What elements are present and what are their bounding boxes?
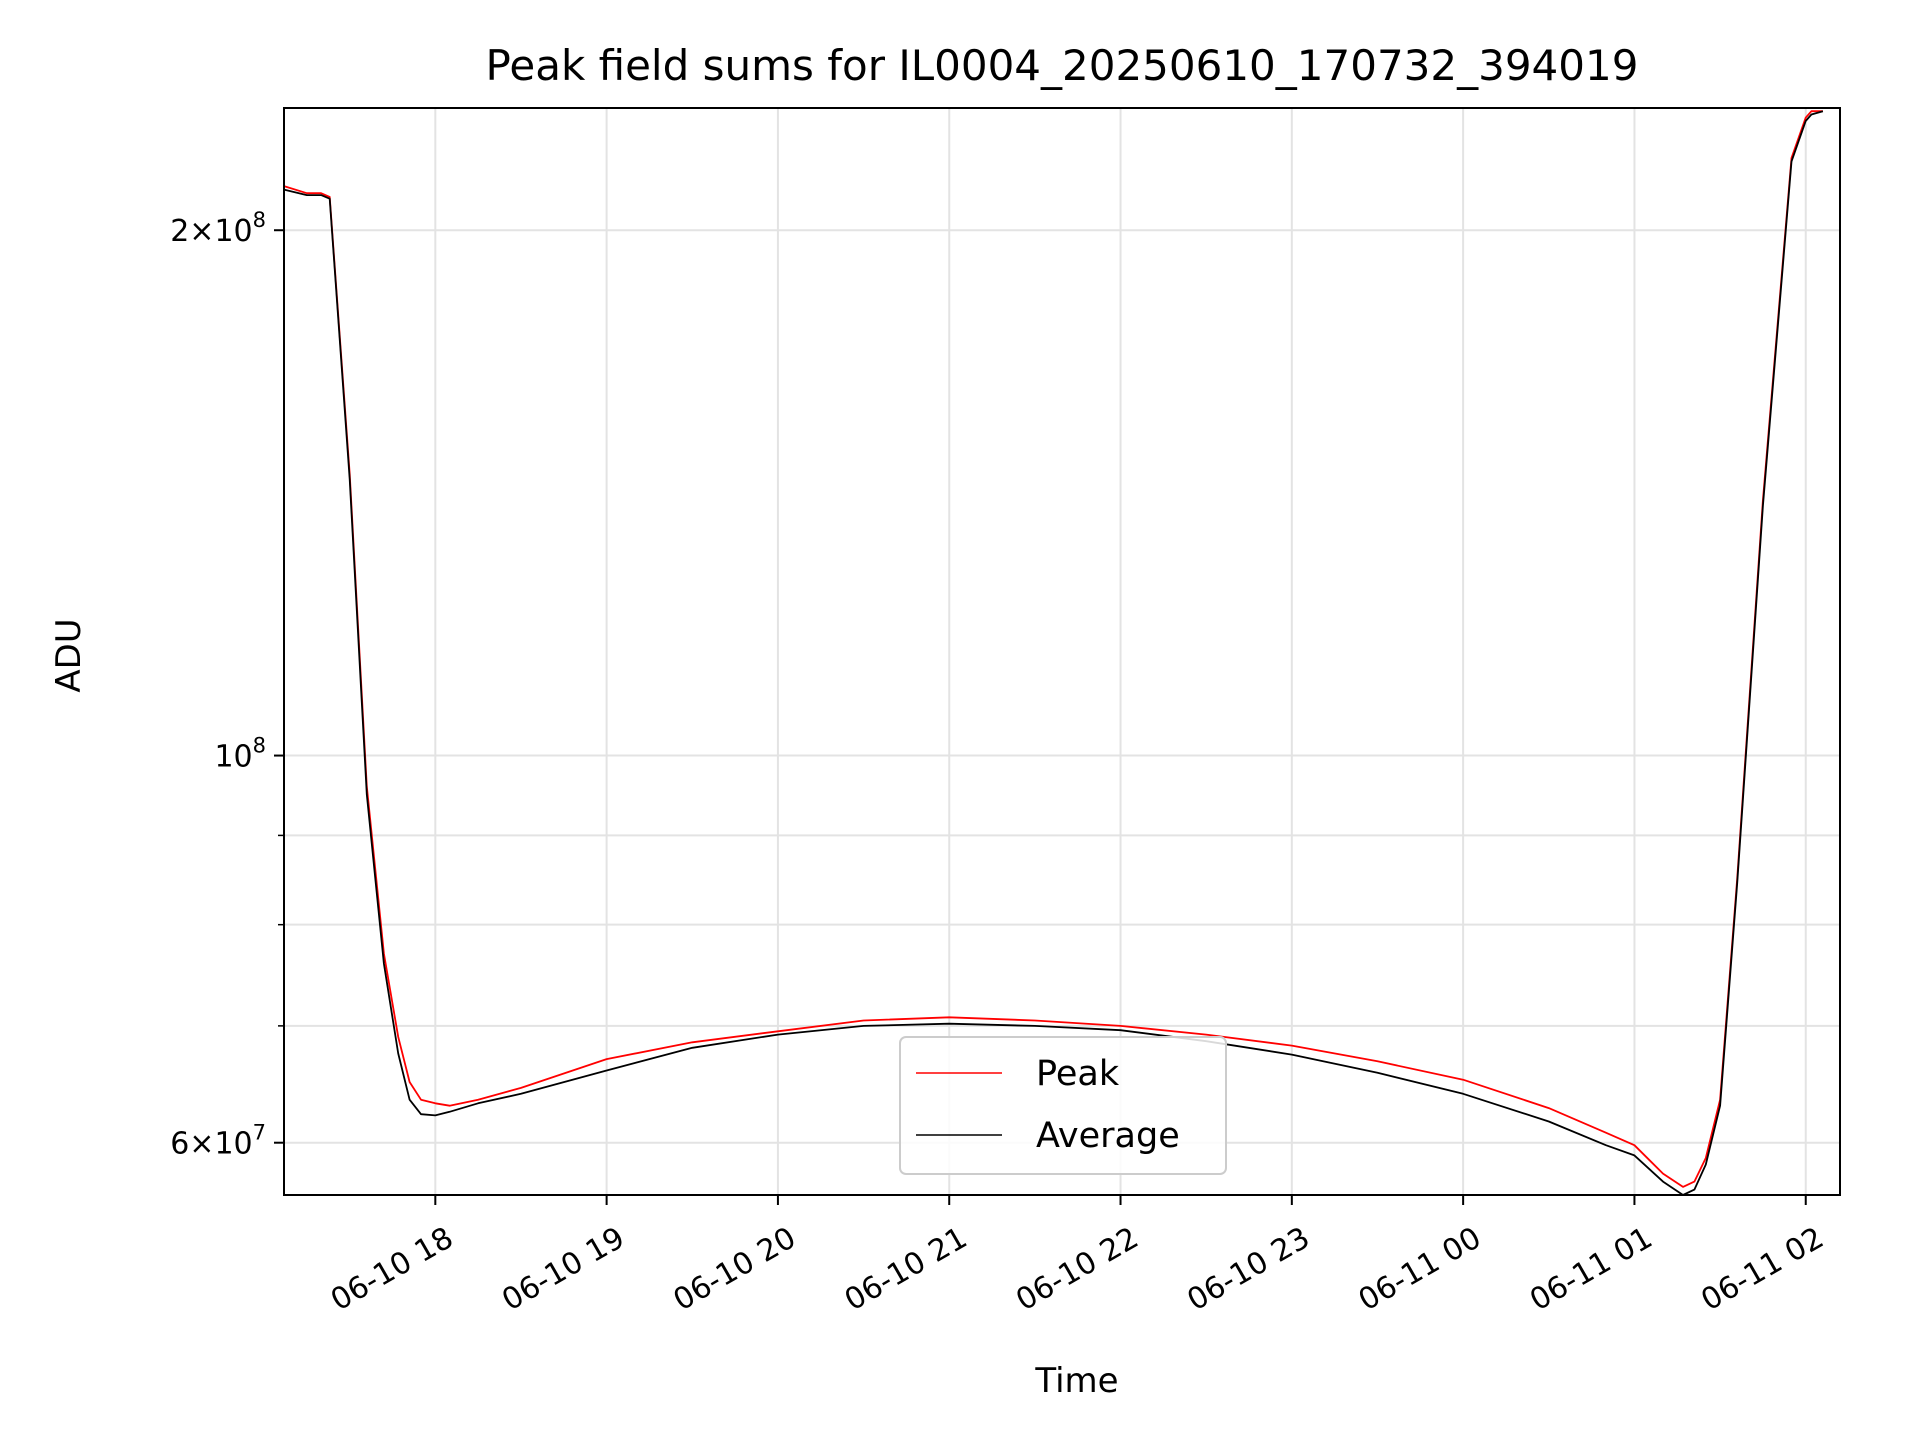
chart-title: Peak field sums for IL0004_20250610_1707… (486, 41, 1639, 90)
grid (284, 108, 1840, 1195)
series-lines (283, 110, 1824, 1196)
plot-frame (283, 107, 1841, 1196)
legend: Peak Average (899, 1036, 1227, 1175)
legend-box (899, 1036, 1227, 1175)
legend-label-average: Average (1036, 1116, 1180, 1156)
series-line-average (283, 110, 1824, 1196)
series-line-peak (283, 110, 1823, 1188)
x-axis-label: Time (1034, 1361, 1118, 1401)
y-axis-label: ADU (49, 618, 89, 692)
legend-label-peak: Peak (1036, 1054, 1120, 1094)
y-tick-label: 108 (214, 734, 266, 775)
y-tick-label: 6×107 (170, 1121, 266, 1162)
y-tick-label: 2×108 (170, 208, 266, 249)
